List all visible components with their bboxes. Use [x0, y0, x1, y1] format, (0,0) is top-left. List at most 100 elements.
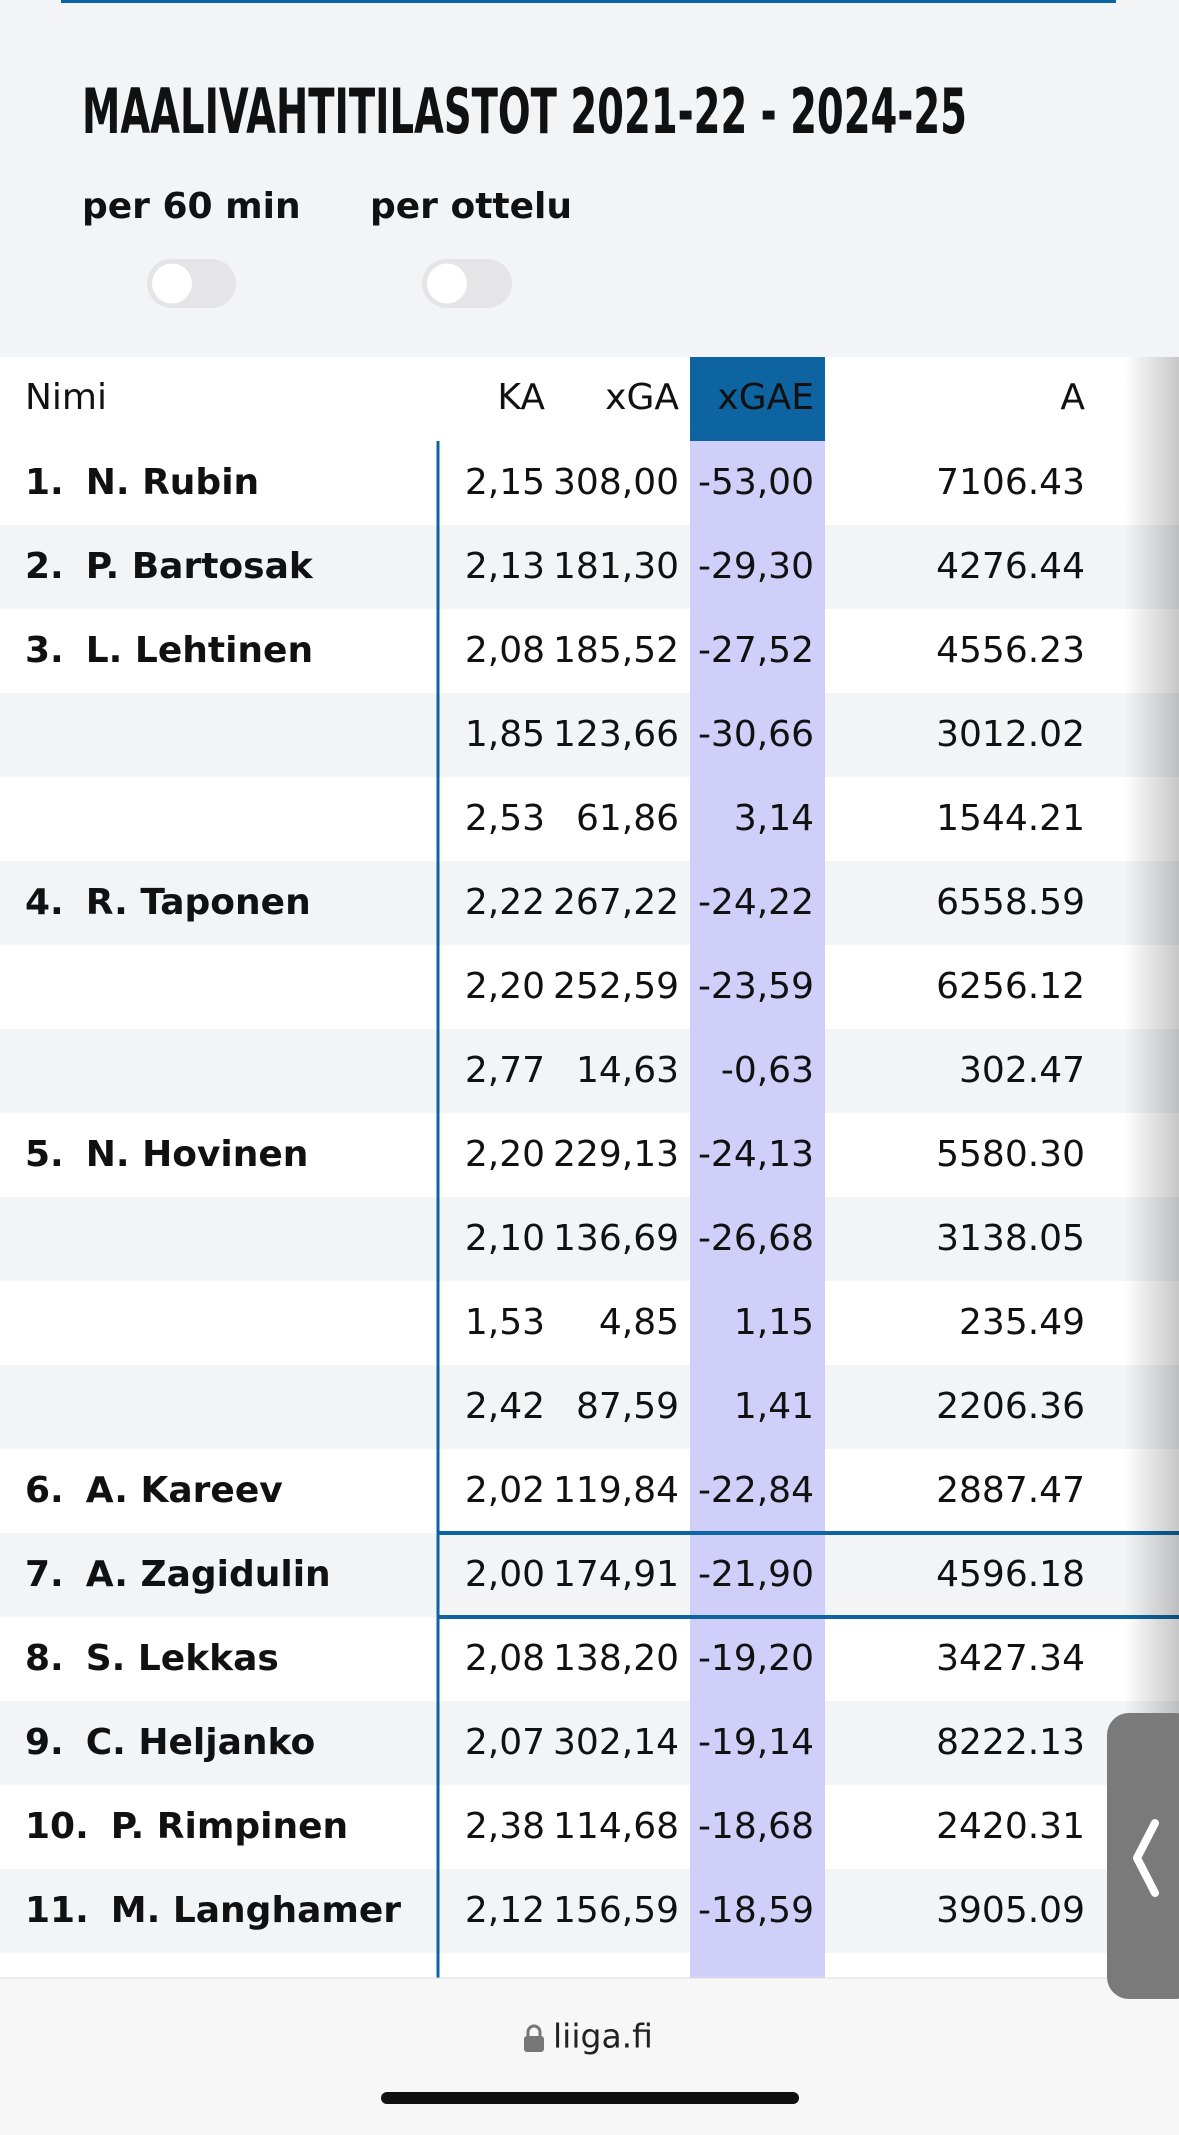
rank: 5. — [25, 1134, 64, 1175]
cell: -53,00 — [698, 462, 814, 503]
table-header-bg — [0, 357, 1179, 441]
cell: -23,59 — [698, 966, 814, 1007]
url[interactable]: liiga.fi — [553, 2017, 653, 2056]
row-bg — [0, 525, 1179, 609]
cell: 8222.13 — [936, 1722, 1085, 1763]
row-bg — [0, 1785, 1179, 1869]
cell: 2,08 — [465, 630, 545, 671]
cell: -21,90 — [698, 1554, 814, 1595]
scroll-shadow — [1124, 357, 1179, 1978]
cell: 2,12 — [465, 1890, 545, 1931]
cell: 136,69 — [553, 1218, 679, 1259]
cell: 2420.31 — [936, 1806, 1085, 1847]
cell: 14,63 — [576, 1050, 679, 1091]
cell: 138,20 — [553, 1638, 679, 1679]
row-bg — [0, 861, 1179, 945]
column-header: A — [1060, 377, 1085, 418]
player-name: R. Taponen — [86, 882, 311, 923]
chevron — [1133, 1819, 1159, 1897]
cell: -0,63 — [721, 1050, 814, 1091]
rank: 4. — [25, 882, 64, 923]
rank: 10. — [25, 1806, 89, 1847]
cell: 3138.05 — [936, 1218, 1085, 1259]
page-title: MAALIVAHTITILASTOT 2021-22 - 2024-25 — [82, 75, 967, 148]
player-name: P. Rimpinen — [111, 1806, 348, 1847]
stats-table: Nimi KA xGA xGAE A 1. N. Rubin 2,15 308,00 -53,00… — [0, 357, 1179, 1978]
cell: -22,84 — [698, 1470, 814, 1511]
cell: -24,22 — [698, 882, 814, 923]
row-bg — [0, 1281, 1179, 1365]
rank: 3. — [25, 630, 64, 671]
column-header: KA — [497, 377, 545, 418]
cell: 6558.59 — [936, 882, 1085, 923]
player-name: N. Hovinen — [86, 1134, 309, 1175]
cell: 2,77 — [465, 1050, 545, 1091]
cell: -18,59 — [698, 1890, 814, 1931]
player-name: C. Heljanko — [86, 1722, 315, 1763]
cell: 2,38 — [465, 1806, 545, 1847]
cell: 2887.47 — [936, 1470, 1085, 1511]
cell: 6256.12 — [936, 966, 1085, 1007]
cell: 4,85 — [599, 1302, 679, 1343]
row-bg — [0, 777, 1179, 861]
cell: -30,66 — [698, 714, 814, 755]
cell: 235.49 — [959, 1302, 1085, 1343]
cell: 2,53 — [465, 798, 545, 839]
cell: 4596.18 — [936, 1554, 1085, 1595]
cell: 2,20 — [465, 966, 545, 1007]
rank: 8. — [25, 1638, 64, 1679]
cell: -27,52 — [698, 630, 814, 671]
cell: 2,13 — [465, 546, 545, 587]
row-bg — [0, 945, 1179, 1029]
cell: 1,15 — [734, 1302, 814, 1343]
cell: 114,68 — [553, 1806, 679, 1847]
cell: 87,59 — [576, 1386, 679, 1427]
browser-bar — [0, 1978, 1179, 2135]
sorted-column — [690, 441, 825, 1978]
cell: 1,53 — [465, 1302, 545, 1343]
rank: 6. — [25, 1470, 64, 1511]
lock-icon — [524, 2024, 544, 2052]
sorted-header — [690, 357, 825, 441]
row-bg — [0, 1701, 1179, 1785]
row-bg — [0, 1113, 1179, 1197]
side-tab[interactable] — [1107, 1713, 1179, 1999]
cell: 1,85 — [465, 714, 545, 755]
cell: 308,00 — [553, 462, 679, 503]
toggle-knob — [427, 263, 467, 304]
cell: -26,68 — [698, 1218, 814, 1259]
rank: 9. — [25, 1722, 64, 1763]
toggle-label: per ottelu — [370, 186, 572, 227]
cell: 2,20 — [465, 1134, 545, 1175]
cell: 1544.21 — [936, 798, 1085, 839]
cell: 1,41 — [734, 1386, 814, 1427]
row-bg — [0, 1449, 1179, 1533]
row-bg — [0, 1029, 1179, 1113]
player-name: P. Bartosak — [86, 546, 314, 587]
cell: 7106.43 — [936, 462, 1085, 503]
cell: 2,00 — [465, 1554, 545, 1595]
home-indicator — [381, 2092, 799, 2104]
cell: 2206.36 — [936, 1386, 1085, 1427]
cell: 302,14 — [553, 1722, 679, 1763]
cell: 3012.02 — [936, 714, 1085, 755]
row-bg — [0, 1869, 1179, 1953]
player-name: A. Kareev — [86, 1470, 283, 1511]
player-name: L. Lehtinen — [86, 630, 313, 671]
cell: 2,42 — [465, 1386, 545, 1427]
cell: 3427.34 — [936, 1638, 1085, 1679]
cell: 181,30 — [553, 546, 679, 587]
toggle[interactable] — [147, 259, 236, 308]
cell: 2,10 — [465, 1218, 545, 1259]
rank: 1. — [25, 462, 64, 503]
cell: -24,13 — [698, 1134, 814, 1175]
toggle[interactable] — [422, 259, 512, 308]
cell: 2,02 — [465, 1470, 545, 1511]
rank: 11. — [25, 1890, 89, 1931]
cell: -29,30 — [698, 546, 814, 587]
player-name: A. Zagidulin — [86, 1554, 331, 1595]
side-tab-bg[interactable] — [1107, 1713, 1179, 1999]
column-header: Nimi — [25, 377, 107, 418]
